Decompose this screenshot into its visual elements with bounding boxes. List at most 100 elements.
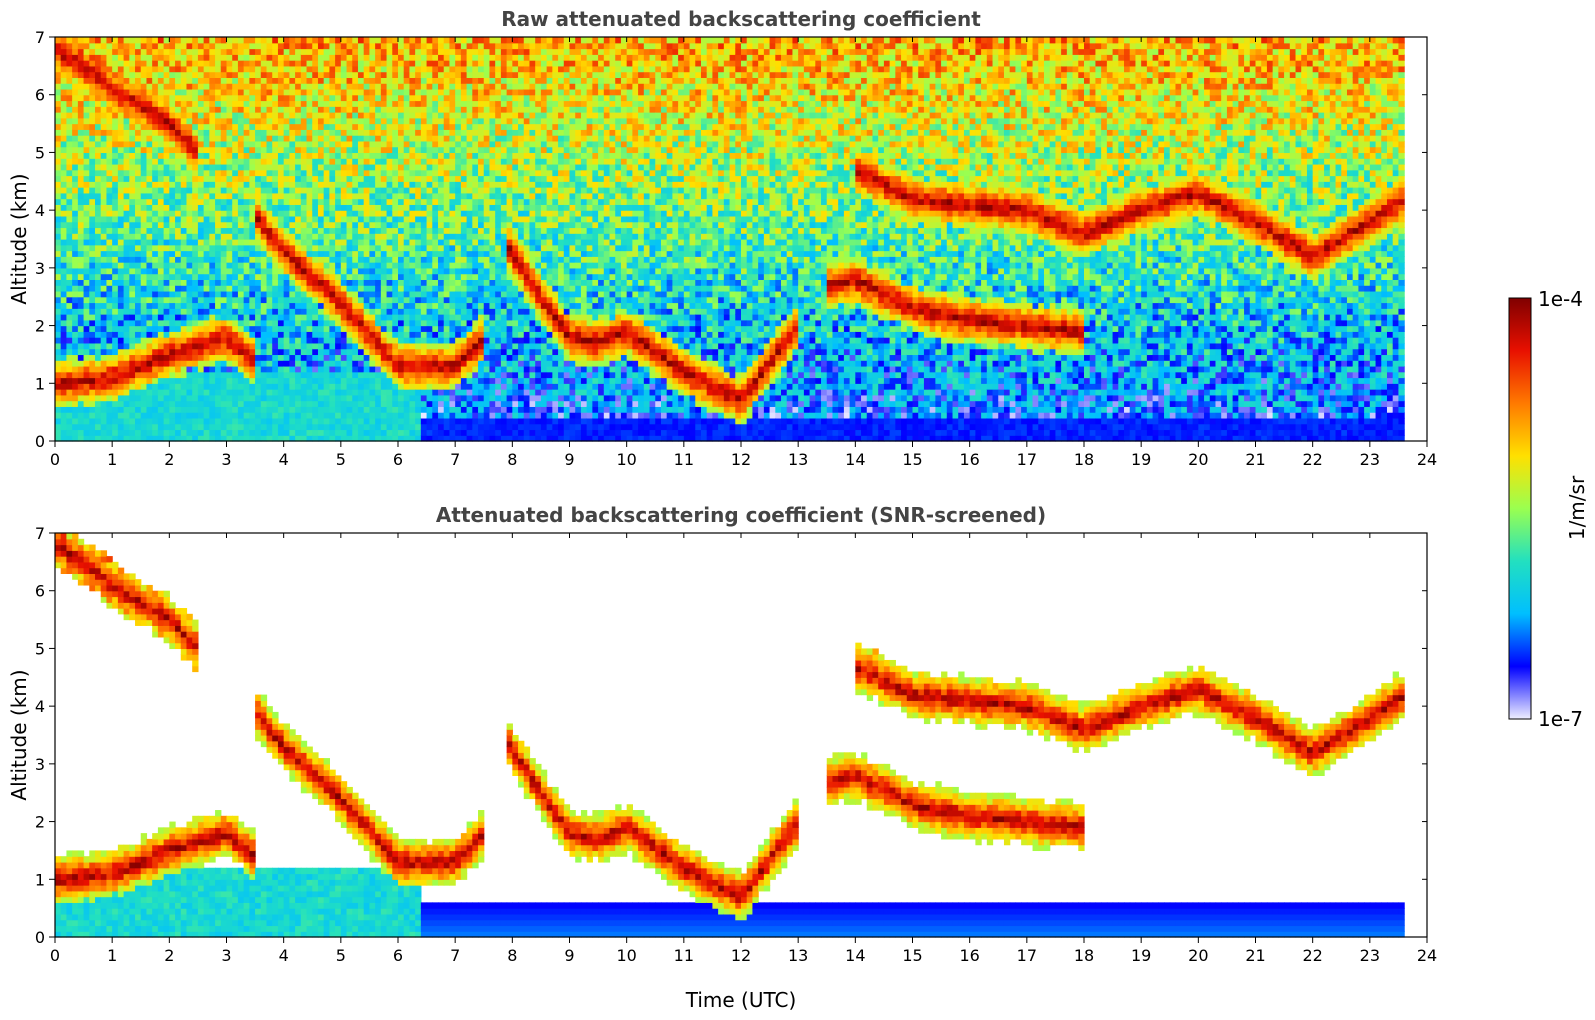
heatmap-cell	[129, 54, 136, 61]
heatmap-cell	[283, 365, 290, 373]
heatmap-cell	[72, 48, 79, 55]
heatmap-cell	[443, 348, 451, 356]
heatmap-cell	[295, 158, 302, 165]
heatmap-cell	[117, 187, 125, 194]
heatmap-cell	[106, 60, 113, 67]
heatmap-cell	[266, 279, 273, 286]
heatmap-cell	[186, 250, 193, 257]
heatmap-cell	[163, 412, 170, 419]
heatmap-cell	[409, 406, 416, 413]
heatmap-cell	[272, 273, 279, 280]
heatmap-cell	[323, 221, 330, 229]
heatmap-cell	[415, 354, 422, 361]
heatmap-cell	[312, 360, 319, 367]
heatmap-cell	[295, 215, 302, 223]
heatmap-cell	[157, 412, 165, 419]
heatmap-cell	[123, 256, 130, 263]
heatmap-cell	[363, 429, 371, 436]
heatmap-cell	[420, 221, 428, 229]
heatmap-cell	[106, 394, 113, 402]
heatmap-cell	[157, 354, 165, 361]
heatmap-cell	[226, 94, 233, 102]
heatmap-cell	[140, 112, 148, 119]
heatmap-cell	[106, 210, 113, 217]
heatmap-cell	[415, 100, 422, 107]
heatmap-cell	[323, 267, 330, 275]
heatmap-cell	[152, 210, 159, 217]
heatmap-cell	[300, 100, 308, 107]
heatmap-cell	[352, 123, 359, 130]
heatmap-cell	[186, 37, 193, 44]
heatmap-cell	[255, 152, 262, 159]
heatmap-cell	[409, 152, 416, 159]
heatmap-cell	[66, 354, 73, 361]
heatmap-cell	[277, 54, 285, 61]
heatmap-cell	[249, 360, 256, 367]
heatmap-cell	[375, 348, 382, 356]
heatmap-cell	[83, 192, 90, 200]
heatmap-cell	[300, 123, 308, 130]
heatmap-cell	[277, 163, 285, 171]
heatmap-cell	[272, 406, 279, 413]
heatmap-cell	[100, 106, 108, 113]
heatmap-cell	[363, 123, 371, 130]
heatmap-cell	[203, 117, 210, 125]
heatmap-cell	[432, 417, 439, 425]
heatmap-cell	[157, 337, 165, 344]
heatmap-cell	[460, 354, 468, 361]
heatmap-cell	[77, 308, 85, 315]
heatmap-cell	[415, 279, 422, 286]
heatmap-cell	[323, 342, 330, 350]
heatmap-cell	[329, 77, 336, 84]
heatmap-cell	[255, 354, 262, 361]
heatmap-cell	[77, 354, 85, 361]
heatmap-cell	[169, 37, 176, 44]
heatmap-cell	[60, 112, 68, 119]
heatmap-cell	[140, 192, 148, 200]
heatmap-cell	[163, 365, 170, 373]
heatmap-cell	[55, 112, 62, 119]
heatmap-cell	[277, 365, 285, 373]
heatmap-cell	[455, 354, 462, 361]
heatmap-cell	[329, 94, 336, 102]
heatmap-cell	[312, 319, 319, 327]
heatmap-cell	[186, 146, 193, 154]
heatmap-cell	[175, 65, 182, 73]
heatmap-cell	[169, 400, 176, 407]
heatmap-cell	[438, 94, 445, 102]
heatmap-cell	[346, 331, 353, 338]
heatmap-cell	[323, 348, 330, 356]
heatmap-cell	[283, 244, 290, 252]
heatmap-cell	[415, 348, 422, 356]
heatmap-cell	[140, 400, 148, 407]
heatmap-cell	[249, 210, 256, 217]
heatmap-cell	[192, 377, 199, 384]
heatmap-cell	[89, 325, 96, 332]
heatmap-cell	[415, 221, 422, 229]
heatmap-cell	[380, 233, 388, 240]
heatmap-cell	[357, 112, 365, 119]
heatmap-cell	[380, 319, 388, 327]
heatmap-cell	[426, 221, 433, 229]
heatmap-cell	[157, 42, 165, 50]
heatmap-cell	[220, 377, 228, 384]
heatmap-cell	[220, 163, 228, 171]
heatmap-cell	[135, 42, 142, 50]
heatmap-cell	[398, 412, 405, 419]
heatmap-cell	[380, 256, 388, 263]
heatmap-cell	[83, 135, 90, 142]
heatmap-cell	[266, 325, 273, 332]
heatmap-cell	[237, 435, 245, 442]
heatmap-cell	[346, 227, 353, 234]
heatmap-cell	[232, 233, 239, 240]
heatmap-cell	[169, 394, 176, 402]
heatmap-cell	[129, 227, 136, 234]
heatmap-cell	[135, 273, 142, 280]
heatmap-cell	[152, 348, 159, 356]
heatmap-cell	[346, 129, 353, 136]
heatmap-cell	[403, 394, 411, 402]
heatmap-cell	[55, 146, 62, 154]
heatmap-cell	[232, 83, 239, 90]
heatmap-cell	[243, 325, 250, 332]
heatmap-cell	[363, 48, 371, 55]
